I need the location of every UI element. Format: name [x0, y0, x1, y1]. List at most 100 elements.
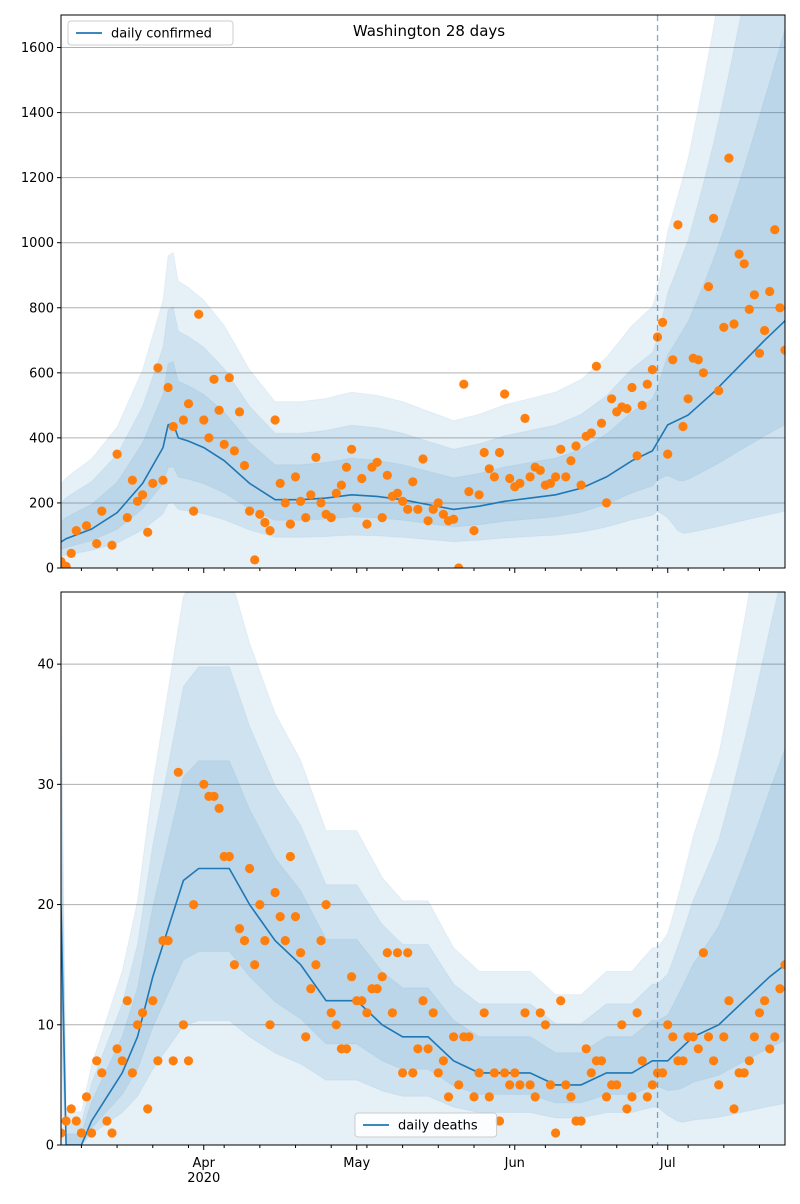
deaths-observed-point	[71, 1116, 81, 1126]
confirmed-ytick-label: 1000	[21, 236, 54, 251]
deaths-observed-point	[357, 996, 367, 1006]
confirmed-observed-point	[204, 433, 214, 443]
confirmed-observed-point	[122, 513, 132, 523]
deaths-observed-point	[331, 1020, 341, 1030]
confirmed-observed-point	[311, 452, 321, 462]
confirmed-observed-point	[296, 496, 306, 506]
confirmed-observed-point	[168, 421, 178, 432]
confirmed-observed-point	[61, 561, 71, 568]
deaths-observed-point	[173, 767, 183, 777]
confirmed-observed-point	[234, 407, 245, 417]
confirmed-observed-point	[290, 472, 301, 482]
confirmed-observed-point	[306, 490, 316, 500]
deaths-observed-point	[183, 1056, 194, 1066]
deaths-plot-area	[61, 592, 785, 1145]
deaths-observed-point	[97, 1068, 107, 1078]
deaths-observed-point	[454, 1080, 464, 1090]
confirmed-observed-point	[576, 480, 586, 490]
confirmed-observed-point	[347, 444, 357, 454]
confirmed-observed-point	[525, 472, 535, 482]
confirmed-observed-point	[413, 504, 423, 514]
confirmed-observed-point	[132, 496, 143, 506]
deaths-observed-point	[260, 936, 270, 946]
confirmed-observed-point	[280, 498, 290, 508]
confirmed-axes-frame	[60, 14, 786, 569]
deaths-observed-point	[775, 984, 785, 994]
deaths-observed-point	[229, 960, 239, 970]
xtick-label: Apr	[193, 1156, 216, 1171]
deaths-observed-point	[637, 1056, 647, 1066]
deaths-observed-point	[698, 948, 709, 958]
confirmed-observed-point	[163, 382, 173, 393]
deaths-observed-point	[551, 1128, 561, 1138]
deaths-observed-point	[224, 851, 234, 862]
deaths-uncertainty-band	[61, 592, 785, 1145]
confirmed-observed-point	[663, 449, 673, 459]
confirmed-observed-point	[214, 405, 224, 415]
deaths-observed-point	[321, 900, 331, 910]
deaths-observed-point	[642, 1092, 652, 1102]
deaths-observed-point	[688, 1032, 698, 1042]
deaths-observed-point	[500, 1068, 510, 1078]
deaths-observed-point	[306, 984, 316, 994]
confirmed-observed-point	[158, 475, 168, 485]
confirmed-observed-point	[607, 394, 617, 404]
deaths-observed-point	[296, 948, 306, 958]
confirmed-uncertainty-band	[61, 15, 785, 568]
deaths-observed-point	[479, 1008, 489, 1018]
confirmed-observed-point	[260, 517, 270, 528]
confirmed-ytick-label: 1400	[21, 106, 54, 121]
confirmed-observed-point	[561, 472, 571, 482]
confirmed-observed-point	[469, 526, 479, 536]
deaths-observed-point	[127, 1068, 137, 1078]
deaths-observed-point	[780, 960, 785, 970]
deaths-observed-point	[693, 1044, 703, 1054]
confirmed-observed-point	[433, 498, 443, 508]
deaths-ytick-label: 40	[37, 658, 54, 673]
deaths-observed-point	[280, 936, 290, 946]
deaths-observed-point	[443, 1092, 454, 1102]
deaths-observed-point	[138, 1008, 148, 1018]
deaths-observed-point	[316, 936, 326, 946]
xtick-label: Jun	[504, 1156, 525, 1171]
deaths-ytick-label: 10	[37, 1018, 54, 1033]
deaths-observed-point	[714, 1080, 724, 1090]
deaths-uncertainty-band	[61, 592, 785, 1145]
confirmed-observed-point	[693, 355, 703, 365]
deaths-observed-point	[122, 996, 132, 1006]
confirmed-legend-label: daily confirmed	[111, 27, 212, 42]
confirmed-legend-box	[67, 20, 234, 46]
confirmed-observed-point	[668, 355, 678, 365]
deaths-uncertainty-band	[61, 748, 785, 1145]
confirmed-ytick-label: 600	[29, 366, 54, 381]
confirmed-observed-point	[143, 527, 153, 537]
deaths-observed-point	[581, 1044, 591, 1054]
confirmed-observed-point	[479, 447, 489, 458]
deaths-ytick-label: 20	[37, 898, 54, 913]
deaths-observed-point	[601, 1092, 612, 1102]
deaths-observed-point	[760, 996, 770, 1006]
confirmed-observed-point	[250, 555, 260, 565]
deaths-observed-point	[214, 803, 224, 814]
confirmed-observed-point	[754, 348, 765, 358]
deaths-observed-point	[556, 996, 566, 1006]
deaths-observed-point	[178, 1020, 188, 1030]
deaths-observed-point	[392, 948, 403, 958]
confirmed-observed-point	[586, 428, 596, 438]
confirmed-observed-point	[454, 563, 464, 568]
deaths-observed-point	[703, 1032, 714, 1042]
deaths-observed-point	[612, 1080, 622, 1090]
confirmed-observed-point	[178, 415, 188, 425]
deaths-observed-point	[372, 984, 382, 994]
confirmed-ytick-label: 400	[29, 431, 54, 446]
confirmed-observed-point	[551, 472, 561, 482]
deaths-observed-point	[61, 1116, 71, 1126]
deaths-observed-point	[658, 1068, 668, 1078]
confirmed-observed-point	[739, 259, 749, 269]
deaths-observed-point	[234, 924, 245, 934]
confirmed-observed-point	[372, 457, 382, 467]
confirmed-observed-point	[403, 504, 413, 514]
deaths-observed-point	[362, 1008, 372, 1018]
confirmed-observed-point	[438, 509, 448, 519]
